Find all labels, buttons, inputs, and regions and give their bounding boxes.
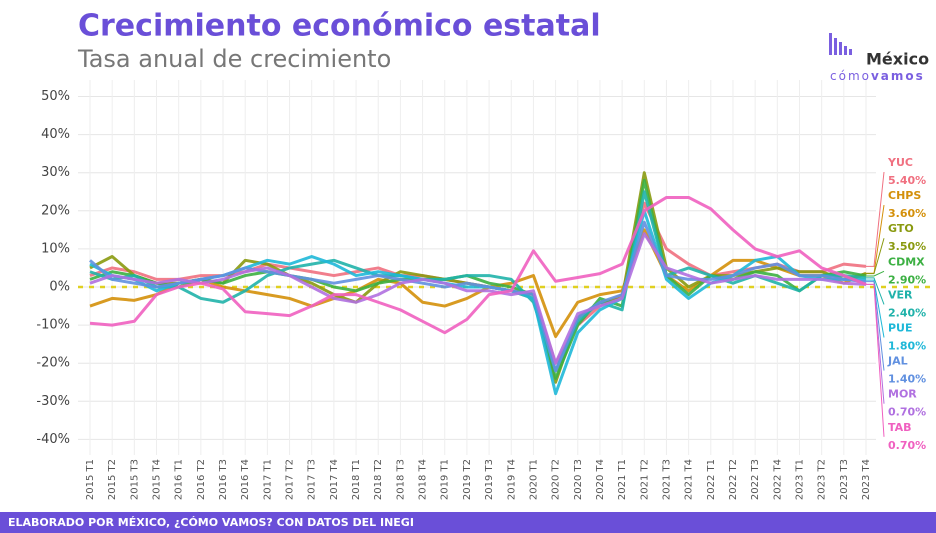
x-tick-label: 2016 T3 — [218, 459, 229, 500]
x-tick-label: 2019 T3 — [484, 459, 495, 500]
y-tick-label: 10% — [41, 241, 70, 256]
y-tick-label: -10% — [36, 318, 70, 333]
x-tick-label: 2023 T3 — [839, 459, 850, 500]
x-tick-label: 2020 T2 — [551, 459, 562, 500]
legend-label: MOR — [888, 388, 917, 401]
y-tick-label: 50% — [41, 89, 70, 104]
x-tick-label: 2023 T4 — [861, 459, 872, 500]
leader-line — [866, 171, 885, 267]
x-tick-label: 2016 T1 — [174, 459, 185, 500]
end-value-label: 2.40% — [888, 306, 926, 319]
logo-prefix: cómo — [830, 69, 871, 83]
x-tick-label: 2018 T1 — [351, 459, 362, 500]
x-tick-label: 2017 T1 — [262, 459, 273, 500]
y-tick-label: 30% — [41, 165, 70, 180]
x-tick-label: 2017 T2 — [285, 459, 296, 500]
x-tick-label: 2019 T4 — [506, 459, 517, 500]
x-tick-label: 2022 T2 — [728, 459, 739, 500]
end-value-label: 3.50% — [888, 240, 926, 253]
x-tick-label: 2023 T2 — [817, 459, 828, 500]
series-line — [89, 190, 867, 373]
series-line — [89, 195, 867, 335]
x-tick-label: 2015 T1 — [85, 459, 96, 500]
grid: -40% -30% -20% -10% 0% 10% 20% 30% 40% 50% 2015 T1… — [36, 80, 936, 500]
x-tick-label: 2016 T4 — [240, 459, 251, 500]
footer: ELABORADO POR MÉXICO, ¿CÓMO VAMOS? CON D… — [8, 516, 414, 529]
end-value-label: 3.60% — [888, 207, 926, 220]
x-tick-label: 2018 T3 — [395, 459, 406, 500]
x-tick-label: 2019 T1 — [440, 459, 451, 500]
end-value-label: 1.40% — [888, 373, 926, 386]
x-tick-label: 2015 T4 — [152, 459, 163, 500]
x-tick-label: 2023 T1 — [794, 459, 805, 500]
logo-bar — [829, 33, 832, 55]
x-tick-label: 2020 T3 — [573, 459, 584, 500]
end-value-label: 5.40% — [888, 174, 926, 187]
x-tick-label: 2022 T1 — [706, 459, 717, 500]
y-tick-label: -30% — [36, 394, 70, 409]
end-value-label: 2.90% — [888, 273, 926, 286]
x-tick-label: 2015 T2 — [107, 459, 118, 500]
y-tick-label: -40% — [36, 432, 70, 447]
logo-tagline: cómovamos — [830, 69, 925, 83]
y-tick-label: 40% — [41, 127, 70, 142]
x-tick-label: 2017 T3 — [307, 459, 318, 500]
x-tick-label: 2021 T1 — [617, 459, 628, 500]
series-line — [89, 228, 867, 339]
legend-label: YUC — [887, 156, 913, 169]
x-tick-label: 2021 T3 — [661, 459, 672, 500]
legend-label: VER — [888, 288, 913, 301]
plot: YUC 5.40% CHPS 3.60% GTO 3.50% CDMX 2.90% VER 2.4… — [89, 156, 926, 452]
end-value-label: 0.70% — [888, 439, 926, 452]
logo-bar — [844, 46, 847, 55]
x-tick-label: 2020 T4 — [595, 459, 606, 500]
x-tick-label: 2021 T4 — [684, 459, 695, 500]
x-tick-label: 2020 T1 — [528, 459, 539, 500]
legend-label: JAL — [887, 355, 908, 368]
y-tick-label: -20% — [36, 356, 70, 371]
legend-label: CHPS — [888, 189, 921, 202]
legend-label: TAB — [888, 421, 912, 434]
legend-label: GTO — [888, 222, 914, 235]
x-tick-label: 2015 T3 — [129, 459, 140, 500]
logo-bar — [839, 42, 842, 55]
leader-line — [866, 279, 885, 338]
chart-subtitle: Tasa anual de crecimiento — [77, 45, 391, 73]
x-tick-label: 2018 T2 — [373, 459, 384, 500]
leader-line — [866, 270, 885, 277]
end-value-label: 0.70% — [888, 406, 926, 419]
x-tick-label: 2022 T4 — [772, 459, 783, 500]
x-tick-label: 2016 T2 — [196, 459, 207, 500]
x-tick-label: 2017 T4 — [329, 459, 340, 500]
logo-bar — [834, 38, 837, 55]
y-tick-label: 0% — [49, 280, 70, 295]
end-value-label: 1.80% — [888, 340, 926, 353]
leader-line — [866, 277, 885, 305]
x-tick-label: 2019 T2 — [462, 459, 473, 500]
logo: México cómovamos — [829, 33, 929, 83]
x-tick-label: 2022 T3 — [750, 459, 761, 500]
logo-suffix: vamos — [871, 69, 925, 83]
series-line — [89, 220, 867, 373]
footer-bar — [0, 512, 936, 533]
x-tick-label: 2018 T4 — [418, 459, 429, 500]
y-tick-label: 20% — [41, 203, 70, 218]
leader-line — [866, 238, 885, 275]
series-line — [89, 232, 867, 365]
leader-line — [866, 281, 885, 371]
x-tick-label: 2021 T2 — [639, 459, 650, 500]
leader-line — [866, 283, 885, 437]
legend-label: CDMX — [888, 255, 925, 268]
chart-title: Crecimiento económico estatal — [78, 9, 601, 44]
logo-name: México — [866, 50, 929, 69]
logo-bar — [849, 49, 852, 55]
legend-label: PUE — [888, 322, 913, 335]
